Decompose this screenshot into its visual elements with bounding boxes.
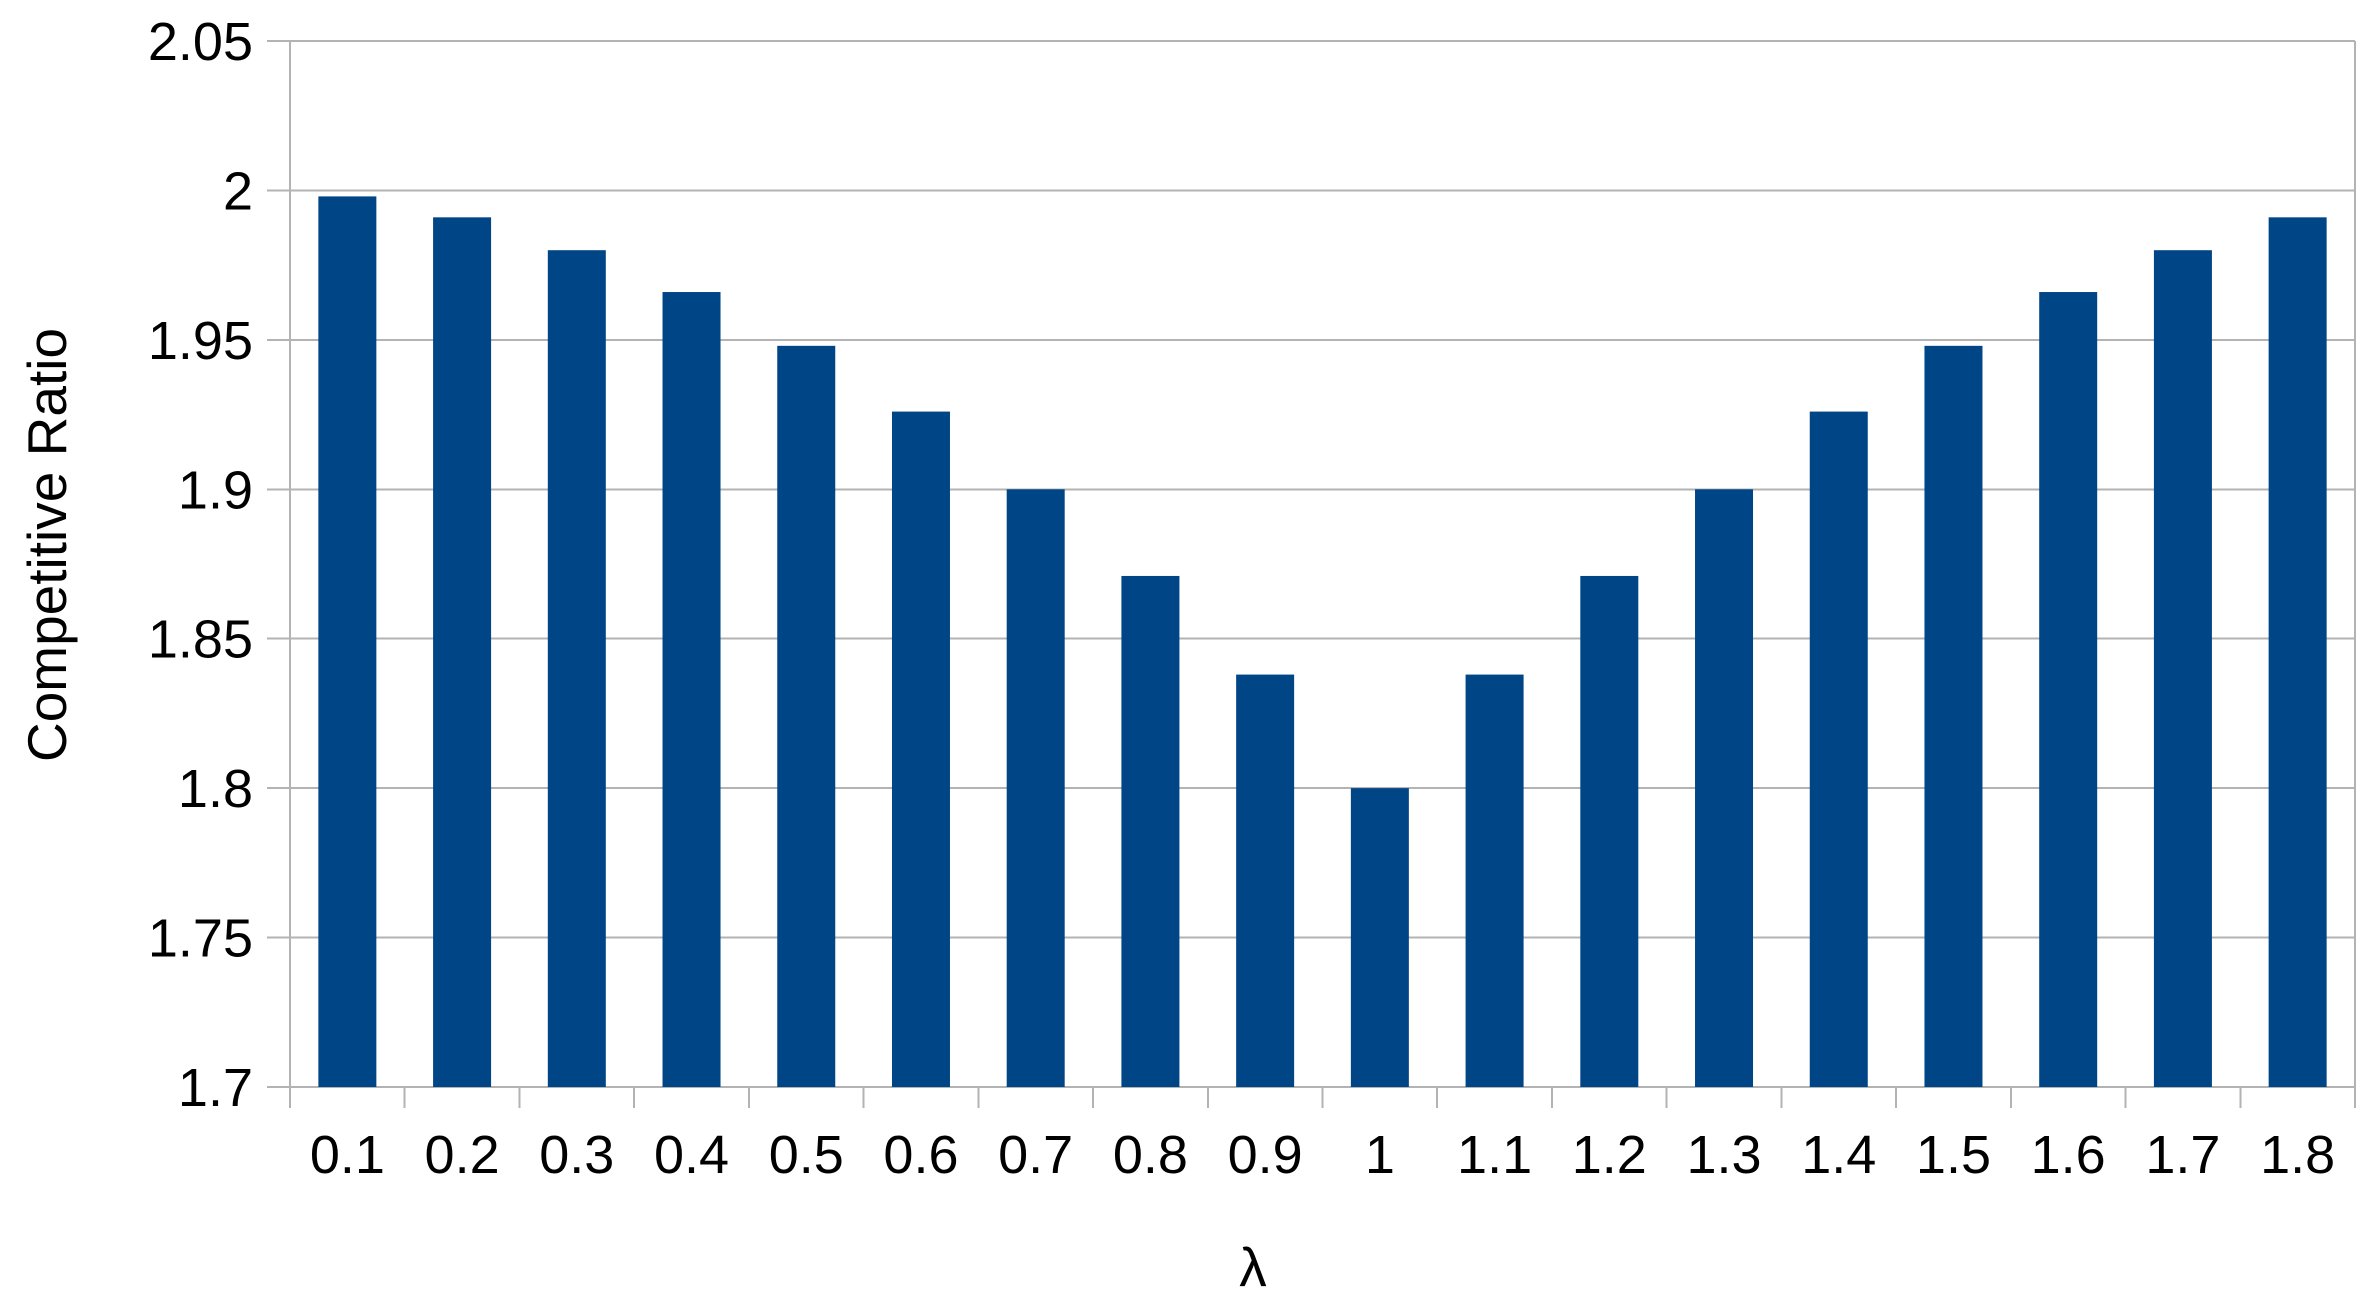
x-tick-label: 0.2 (425, 1125, 500, 1185)
bar (547, 250, 606, 1087)
x-tick-label: 0.3 (539, 1125, 614, 1185)
y-tick-label: 1.95 (148, 311, 253, 371)
y-axis-title: Competitive Ratio (16, 328, 78, 762)
bar (2268, 217, 2327, 1088)
x-tick-label: 0.7 (998, 1125, 1073, 1185)
bar (891, 411, 950, 1087)
x-tick-label: 1 (1365, 1125, 1395, 1185)
y-tick-label: 1.85 (148, 610, 253, 670)
x-axis-title: λ (1239, 1236, 1267, 1292)
x-tick-label: 0.6 (883, 1125, 958, 1185)
x-tick-label: 1.5 (1916, 1125, 1991, 1185)
bar (1006, 489, 1065, 1087)
x-tick-label: 1.1 (1457, 1125, 1532, 1185)
x-tick-label: 1.6 (2031, 1125, 2106, 1185)
bar (2039, 292, 2098, 1087)
grid-layer (267, 40, 2356, 1108)
bar (777, 345, 836, 1087)
x-tick-label: 1.8 (2260, 1125, 2335, 1185)
y-tick-label: 1.7 (178, 1058, 253, 1118)
bar (1809, 411, 1868, 1087)
bar (1350, 788, 1409, 1087)
bar (662, 292, 721, 1087)
x-tick-label: 1.3 (1686, 1125, 1761, 1185)
y-tick-label: 2 (223, 161, 253, 221)
x-tick-label: 0.1 (310, 1125, 385, 1185)
bar (433, 217, 492, 1088)
x-tick-label: 0.9 (1228, 1125, 1303, 1185)
bar (318, 196, 377, 1088)
bar-series (318, 196, 2327, 1088)
bar (2153, 250, 2212, 1087)
x-tick-label: 1.4 (1801, 1125, 1876, 1185)
y-tick-label: 1.75 (148, 909, 253, 969)
bar (1465, 674, 1524, 1087)
x-tick-label: 0.5 (769, 1125, 844, 1185)
y-tick-label: 1.9 (178, 460, 253, 520)
x-tick-label: 1.2 (1572, 1125, 1647, 1185)
y-tick-label: 2.05 (148, 12, 253, 72)
x-tick-label: 0.4 (654, 1125, 729, 1185)
bar (1924, 345, 1983, 1087)
y-tick-label: 1.8 (178, 759, 253, 819)
x-tick-label: 1.7 (2145, 1125, 2220, 1185)
bar (1121, 575, 1180, 1087)
bar (1236, 674, 1295, 1087)
tick-label-layer: 2.05 2 1.95 1.9 1.85 1.8 1.75 1.7 0.1 0.2 0.3 0.4 0.… (148, 12, 2335, 1185)
x-tick-label: 0.8 (1113, 1125, 1188, 1185)
bar (1580, 575, 1639, 1087)
bar (1695, 489, 1754, 1087)
